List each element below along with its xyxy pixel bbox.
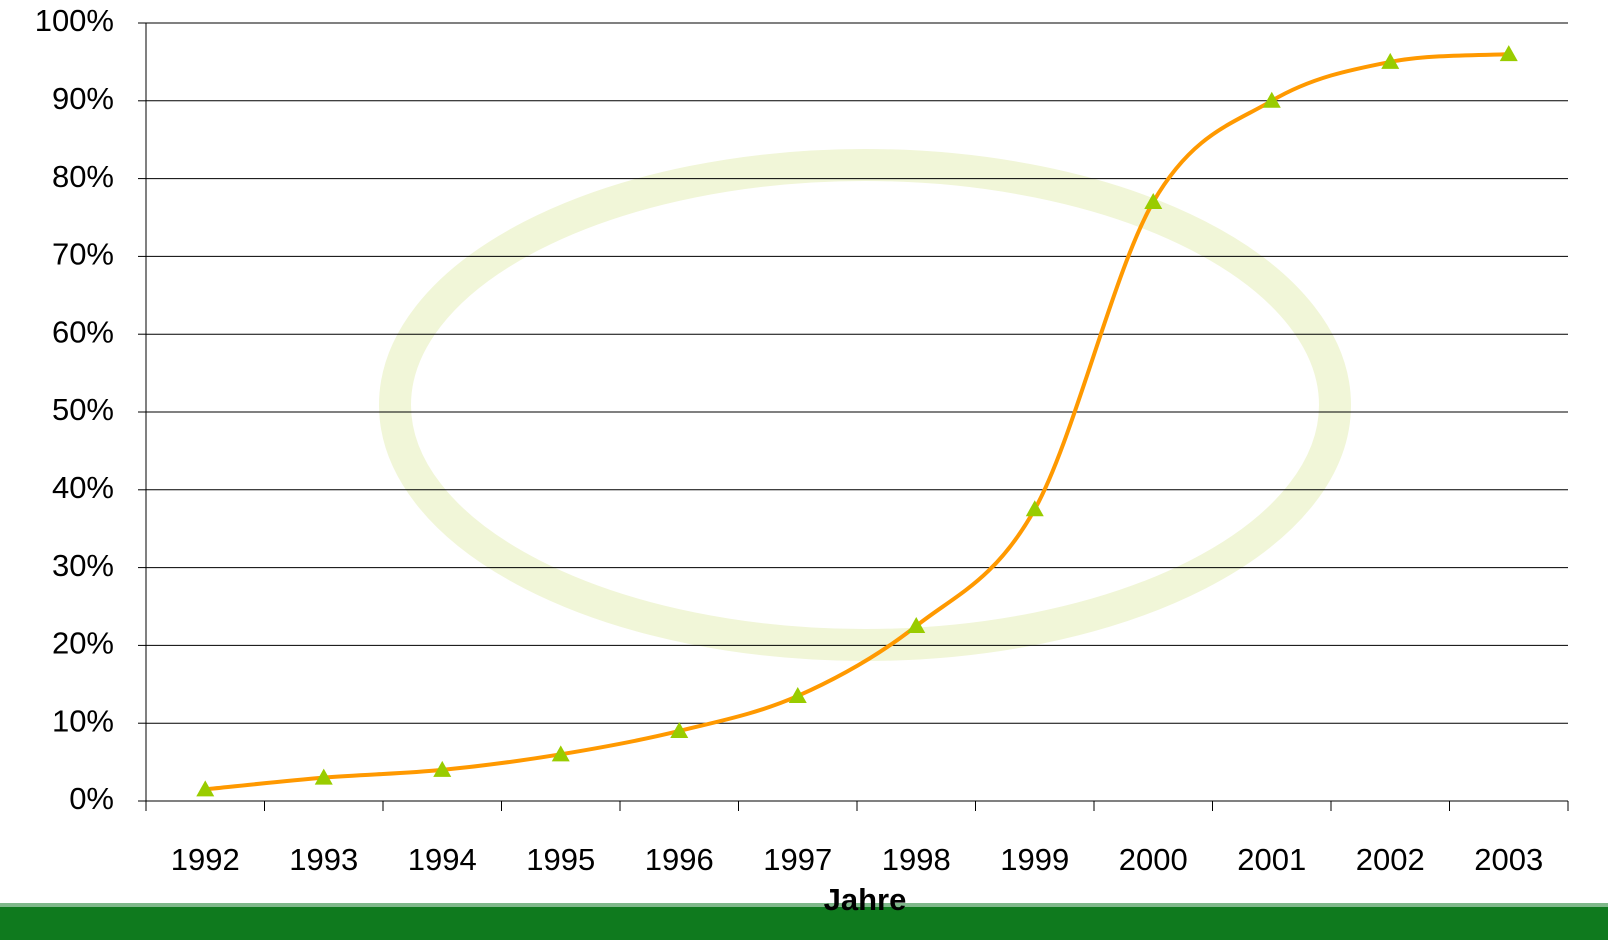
y-tick-label: 100% bbox=[35, 3, 114, 38]
x-tick-label: 1997 bbox=[763, 842, 832, 877]
x-tick-label: 2002 bbox=[1356, 842, 1425, 877]
x-tick-label: 2000 bbox=[1119, 842, 1188, 877]
x-tick-label: 1999 bbox=[1000, 842, 1069, 877]
marker bbox=[907, 616, 926, 633]
y-tick-label: 50% bbox=[52, 392, 114, 427]
marker bbox=[433, 760, 452, 777]
marker bbox=[314, 768, 333, 785]
y-tick-label: 20% bbox=[52, 626, 114, 661]
marker bbox=[1144, 192, 1163, 209]
marker bbox=[670, 721, 689, 738]
footer-band bbox=[0, 905, 1608, 940]
marker bbox=[551, 745, 570, 762]
x-tick-label: 1998 bbox=[882, 842, 951, 877]
marker bbox=[196, 780, 215, 797]
x-tick-label: 1992 bbox=[171, 842, 240, 877]
y-tick-label: 30% bbox=[52, 548, 114, 583]
marker bbox=[788, 686, 807, 703]
marker bbox=[1025, 500, 1044, 517]
x-tick-label: 2003 bbox=[1474, 842, 1543, 877]
y-tick-label: 40% bbox=[52, 470, 114, 505]
y-tick-label: 10% bbox=[52, 703, 114, 738]
marker bbox=[1499, 45, 1518, 62]
x-tick-label: 1995 bbox=[526, 842, 595, 877]
y-tick-label: 70% bbox=[52, 237, 114, 272]
watermark bbox=[379, 149, 1351, 661]
x-tick-label: 1993 bbox=[289, 842, 358, 877]
x-tick-label: 1994 bbox=[408, 842, 477, 877]
x-tick-label: 2001 bbox=[1237, 842, 1306, 877]
marker bbox=[1262, 91, 1281, 108]
y-tick-label: 0% bbox=[69, 781, 114, 816]
y-tick-label: 80% bbox=[52, 159, 114, 194]
marker bbox=[1381, 52, 1400, 69]
x-tick-label: 1996 bbox=[645, 842, 714, 877]
y-tick-label: 90% bbox=[52, 81, 114, 116]
x-axis-title: Jahre bbox=[824, 882, 907, 917]
footer-stripe bbox=[0, 903, 1608, 907]
y-tick-label: 60% bbox=[52, 314, 114, 349]
